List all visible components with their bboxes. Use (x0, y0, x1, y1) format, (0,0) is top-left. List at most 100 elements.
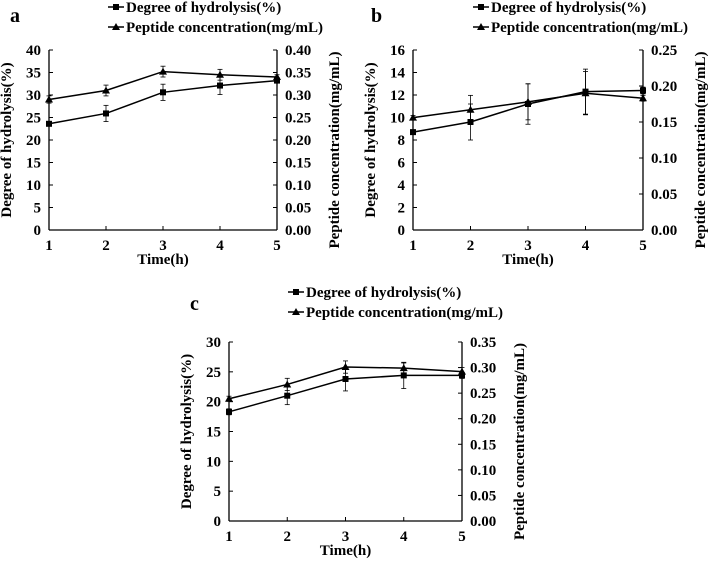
y2-tick-label: 0.25 (470, 386, 496, 402)
y2-tick-label: 0.05 (651, 187, 677, 203)
square-marker (410, 129, 416, 136)
x-tick-label: 2 (467, 238, 475, 254)
y-tick-label: 25 (26, 111, 41, 127)
triangle-marker (292, 308, 300, 315)
y-tick-label: 4 (398, 178, 406, 194)
legend-label: Degree of hydrolysis(%) (306, 285, 461, 301)
square-marker (293, 289, 299, 295)
x-axis-label: Time(h) (137, 252, 188, 268)
y2-tick-label: 0.10 (285, 178, 311, 194)
y-tick-label: 40 (26, 43, 41, 59)
triangle-marker (283, 380, 292, 388)
y-tick-label: 12 (390, 88, 405, 104)
y2-tick-label: 0.00 (470, 514, 496, 530)
y-tick-label: 15 (26, 156, 41, 172)
y-tick-label: 20 (206, 395, 221, 411)
panel-a: a05101520253035400.000.050.100.150.200.2… (0, 0, 343, 268)
y-tick-label: 20 (26, 133, 41, 149)
panel-label: a (10, 5, 20, 27)
legend-entry: Peptide concentration(mg/mL) (288, 305, 503, 321)
y-tick-label: 16 (390, 43, 406, 59)
y2-tick-label: 0.10 (470, 463, 496, 479)
y-tick-label: 8 (398, 133, 406, 149)
triangle-marker (159, 67, 167, 75)
triangle-marker (477, 23, 485, 30)
y2-tick-label: 0.15 (285, 156, 311, 172)
square-marker (478, 4, 484, 10)
y2-tick-label: 0.15 (470, 437, 496, 453)
y-tick-label: 0 (214, 514, 222, 530)
x-tick-label: 2 (102, 238, 110, 254)
x-axis-label: Time(h) (320, 543, 371, 559)
y-tick-label: 30 (206, 335, 221, 351)
y-tick-label: 10 (206, 454, 221, 470)
y2-tick-label: 0.00 (651, 223, 677, 239)
legend-entry: Degree of hydrolysis(%) (288, 285, 461, 301)
series-square (46, 76, 280, 127)
y-tick-label: 6 (398, 156, 406, 172)
triangle-marker (399, 364, 408, 372)
series-triangle (45, 65, 281, 104)
y-tick-label: 15 (206, 425, 221, 441)
legend-label: Peptide concentration(mg/mL) (491, 20, 688, 36)
y-tick-label: 0 (34, 223, 42, 239)
square-marker (640, 87, 646, 94)
legend-entry: Degree of hydrolysis(%) (108, 0, 281, 16)
panel-label: b (371, 5, 382, 27)
panel-c: c0510152025300.000.050.100.150.200.250.3… (179, 285, 528, 559)
y2-axis-label: Peptide concentration(mg/mL) (512, 343, 528, 540)
x-tick-label: 3 (524, 238, 532, 254)
x-tick-label: 5 (273, 238, 281, 254)
x-tick-label: 5 (458, 529, 466, 545)
y2-tick-label: 0.30 (285, 88, 311, 104)
x-tick-label: 3 (342, 529, 350, 545)
x-tick-label: 1 (45, 238, 53, 254)
square-marker (103, 110, 109, 117)
square-marker (46, 120, 52, 127)
y-tick-label: 14 (390, 66, 406, 82)
square-marker (160, 89, 166, 96)
triangle-marker (524, 97, 532, 105)
y-tick-label: 35 (26, 66, 41, 82)
square-marker (217, 82, 223, 89)
series-triangle (409, 71, 647, 125)
y-tick-label: 30 (26, 88, 41, 104)
square-marker (226, 408, 232, 415)
y-tick-label: 0 (398, 223, 406, 239)
triangle-marker (581, 89, 590, 97)
y2-tick-label: 0.40 (285, 43, 311, 59)
y2-tick-label: 0.25 (285, 111, 311, 127)
y2-axis-label: Peptide concentration(mg/mL) (327, 51, 343, 248)
triangle-marker (112, 23, 120, 30)
x-tick-label: 4 (582, 238, 590, 254)
triangle-marker (409, 113, 417, 121)
legend-label: Peptide concentration(mg/mL) (126, 20, 323, 36)
y-tick-label: 10 (390, 111, 405, 127)
triangle-marker (458, 367, 466, 375)
square-marker (400, 372, 407, 379)
triangle-marker (341, 363, 350, 371)
legend-label: Peptide concentration(mg/mL) (306, 305, 503, 321)
y2-tick-label: 0.10 (651, 151, 677, 167)
y2-axis-label: Peptide concentration(mg/mL) (693, 51, 709, 248)
triangle-marker (45, 95, 53, 103)
triangle-marker (466, 105, 475, 113)
y-axis-label: Degree of hydrolysis(%) (0, 62, 15, 217)
y2-tick-label: 0.25 (651, 43, 677, 59)
x-axis-label: Time(h) (502, 252, 553, 268)
y2-tick-label: 0.30 (470, 361, 496, 377)
y2-tick-label: 0.20 (470, 412, 496, 428)
y-tick-label: 2 (398, 201, 406, 217)
square-marker (274, 77, 280, 84)
x-tick-label: 3 (159, 238, 167, 254)
legend-entry: Peptide concentration(mg/mL) (473, 20, 688, 36)
y2-tick-label: 0.20 (651, 79, 677, 95)
triangle-marker (216, 70, 224, 78)
x-tick-label: 4 (216, 238, 224, 254)
y-axis-label: Degree of hydrolysis(%) (179, 354, 195, 509)
y2-tick-label: 0.20 (285, 133, 311, 149)
y2-tick-label: 0.00 (285, 223, 311, 239)
triangle-marker (102, 86, 110, 94)
